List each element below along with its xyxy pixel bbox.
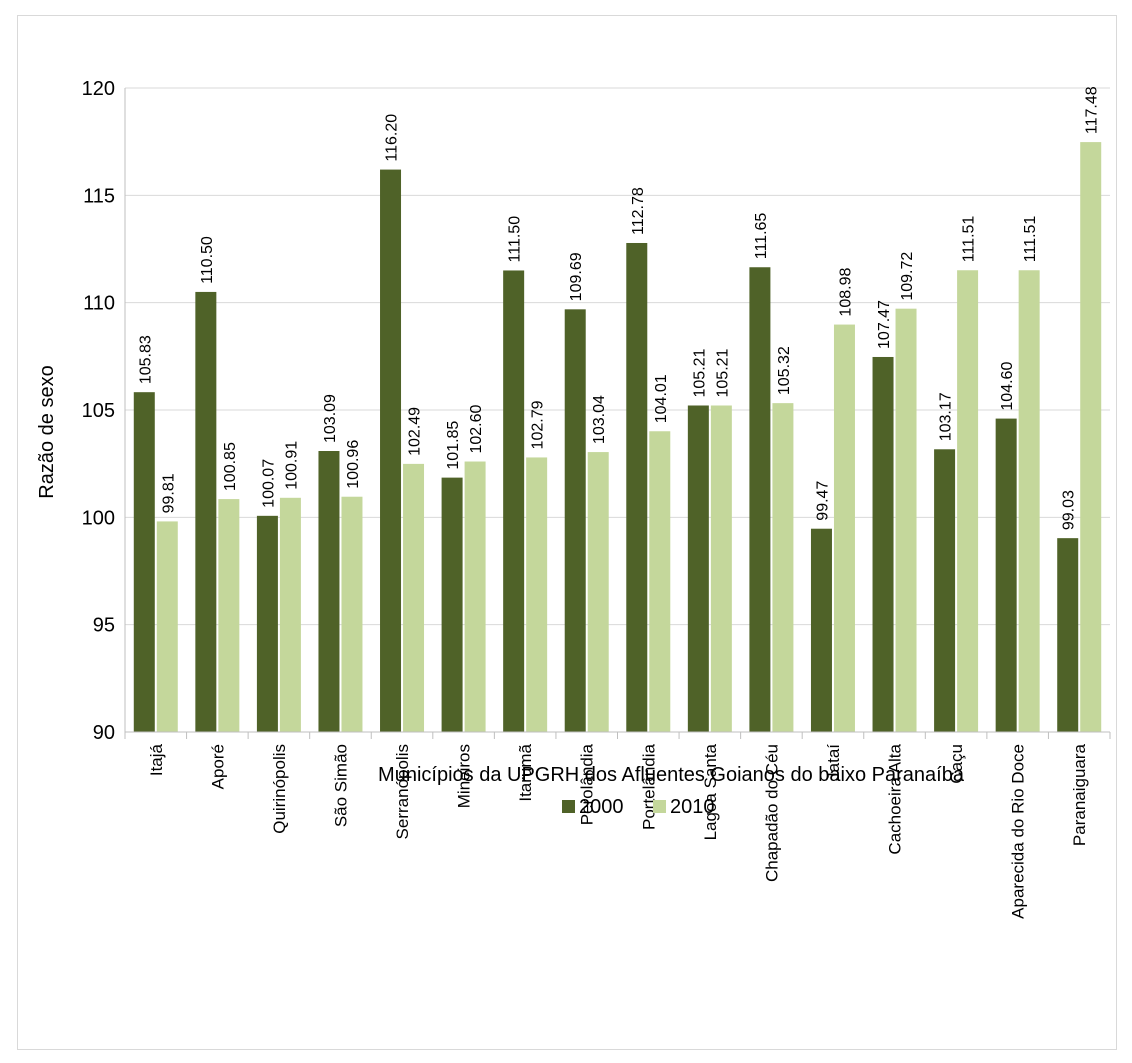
data-label: 103.09	[322, 394, 339, 443]
data-label: 100.96	[345, 440, 362, 489]
data-label: 105.32	[776, 346, 793, 395]
x-tick-label: Itarumã	[516, 743, 535, 801]
data-label: 102.60	[468, 404, 485, 453]
y-tick-label: 100	[82, 507, 115, 529]
bar-2010	[279, 497, 301, 732]
y-tick-label: 115	[83, 185, 115, 207]
x-tick-label: Mineiros	[455, 744, 474, 808]
data-label: 109.72	[899, 252, 916, 301]
x-tick-label: Aparecida do Rio Doce	[1009, 744, 1028, 919]
bars	[133, 142, 1102, 733]
legend-label: 2000	[579, 796, 624, 818]
bar-2010	[1018, 270, 1040, 732]
y-tick-label: 95	[93, 615, 115, 637]
data-label: 104.01	[653, 374, 670, 423]
data-label: 111.51	[961, 216, 978, 263]
y-tick-label: 110	[83, 293, 115, 315]
x-tick-label: Itajá	[147, 743, 166, 776]
x-tick-label: Chapadão do Céu	[762, 744, 781, 882]
bar-2010	[772, 403, 794, 732]
bar-2010	[833, 324, 855, 732]
data-label: 105.21	[691, 348, 708, 397]
x-tick-label: Cachoeira Alta	[886, 743, 905, 854]
bar-2010	[156, 521, 178, 732]
bar-2000	[749, 267, 771, 732]
data-label: 101.85	[445, 421, 462, 470]
data-label: 102.49	[407, 407, 424, 456]
bar-2010	[403, 463, 425, 732]
bar-2000	[441, 477, 463, 732]
axes: 90 95 100 105 110 115 120 Itajá Aporé Quirinópoli…	[82, 78, 1111, 919]
data-label: 100.91	[283, 441, 300, 490]
bar-2010	[464, 461, 486, 732]
x-tick-label: São Simão	[331, 744, 350, 827]
bar-2010	[649, 431, 671, 732]
legend-swatch-2000	[562, 800, 575, 813]
bar-2010	[218, 499, 240, 732]
bar-2010	[710, 405, 732, 732]
x-tick-label: Serranópolis	[393, 744, 412, 839]
x-tick-label: Perolândia	[578, 743, 597, 825]
bar-2000	[318, 451, 340, 732]
bar-2000	[934, 449, 956, 732]
y-axis-title: Razão de sexo	[36, 365, 58, 498]
bar-2000	[503, 270, 525, 732]
x-tick-label: Caçu	[947, 744, 966, 784]
bar-2000	[872, 356, 894, 732]
data-label: 102.79	[530, 400, 547, 449]
data-label: 104.60	[999, 362, 1016, 411]
data-label: 105.83	[137, 335, 154, 384]
x-tick-label: Aporé	[208, 744, 227, 789]
data-label: 103.04	[591, 395, 608, 444]
data-label: 117.48	[1084, 86, 1101, 134]
data-label: 99.81	[160, 473, 177, 513]
data-label: 109.69	[568, 252, 585, 301]
data-label: 116.20	[384, 114, 401, 162]
x-tick-label: Jataí	[824, 744, 843, 781]
data-label: 103.17	[938, 392, 955, 441]
x-tick-label: Lagoa Santa	[701, 743, 720, 840]
data-label: 100.85	[222, 442, 239, 491]
bar-2010	[957, 270, 979, 732]
bar-2000	[564, 309, 586, 732]
data-label: 112.78	[630, 187, 647, 235]
legend-label: 2010	[670, 796, 715, 818]
bar-2000	[995, 418, 1017, 732]
data-label: 111.65	[753, 213, 770, 260]
bar-2010	[341, 496, 363, 732]
bar-2010	[587, 452, 609, 732]
bar-2000	[195, 291, 217, 732]
data-label: 100.07	[260, 459, 277, 508]
legend-swatch-2010	[653, 800, 666, 813]
x-axis-title: Municípios da UPGRH dos Afluentes Goiano…	[378, 764, 965, 786]
bar-2000	[380, 169, 402, 732]
data-label: 111.50	[507, 216, 524, 263]
data-label: 105.21	[714, 348, 731, 397]
bar-2010	[895, 308, 917, 732]
bar-2000	[1057, 538, 1079, 732]
bar-2010	[1080, 142, 1102, 732]
bar-2000	[687, 405, 709, 732]
bar-2000	[810, 528, 832, 732]
data-label: 111.51	[1022, 216, 1039, 263]
data-label: 108.98	[837, 268, 854, 317]
x-tick-label: Quirinópolis	[270, 744, 289, 834]
y-tick-label: 90	[93, 722, 115, 744]
bar-2000	[133, 392, 155, 732]
y-tick-label: 105	[82, 400, 115, 422]
data-label: 107.47	[876, 300, 893, 349]
legend: 2000 2010	[562, 796, 715, 818]
data-label: 99.03	[1061, 490, 1078, 530]
bar-2000	[626, 242, 648, 733]
data-label: 110.50	[199, 236, 216, 284]
bar-2010	[526, 457, 548, 732]
y-tick-label: 120	[82, 78, 115, 100]
data-label: 99.47	[814, 481, 831, 521]
data-labels: 105.83 99.81 110.50 100.85 100.07 100.91 103.0…	[137, 86, 1100, 530]
bar-2000	[256, 515, 278, 732]
x-tick-label: Paranaiguara	[1070, 743, 1089, 846]
x-tick-label: Portelândia	[639, 743, 658, 830]
